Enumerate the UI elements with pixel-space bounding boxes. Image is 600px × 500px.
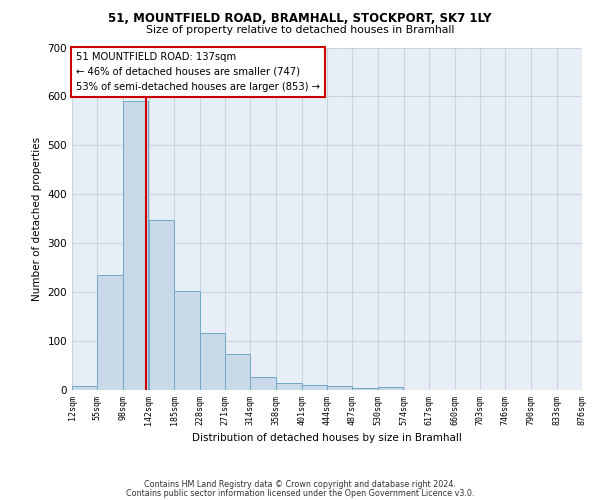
Bar [174, 290, 199, 390]
Bar [123, 102, 148, 390]
Bar [276, 382, 302, 390]
Bar [378, 386, 403, 390]
Y-axis label: Number of detached properties: Number of detached properties [32, 136, 42, 301]
Text: 51, MOUNTFIELD ROAD, BRAMHALL, STOCKPORT, SK7 1LY: 51, MOUNTFIELD ROAD, BRAMHALL, STOCKPORT… [108, 12, 492, 26]
Bar [199, 333, 225, 390]
Text: Contains public sector information licensed under the Open Government Licence v3: Contains public sector information licen… [126, 488, 474, 498]
X-axis label: Distribution of detached houses by size in Bramhall: Distribution of detached houses by size … [192, 433, 462, 443]
Bar [302, 385, 327, 390]
Text: Contains HM Land Registry data © Crown copyright and database right 2024.: Contains HM Land Registry data © Crown c… [144, 480, 456, 489]
Bar [327, 386, 352, 390]
Text: 51 MOUNTFIELD ROAD: 137sqm
← 46% of detached houses are smaller (747)
53% of sem: 51 MOUNTFIELD ROAD: 137sqm ← 46% of deta… [76, 52, 320, 92]
Text: Size of property relative to detached houses in Bramhall: Size of property relative to detached ho… [146, 25, 454, 35]
Bar [225, 354, 250, 390]
Bar [97, 275, 123, 390]
Bar [72, 386, 97, 390]
Bar [352, 388, 378, 390]
Bar [250, 377, 275, 390]
Bar [149, 220, 174, 390]
